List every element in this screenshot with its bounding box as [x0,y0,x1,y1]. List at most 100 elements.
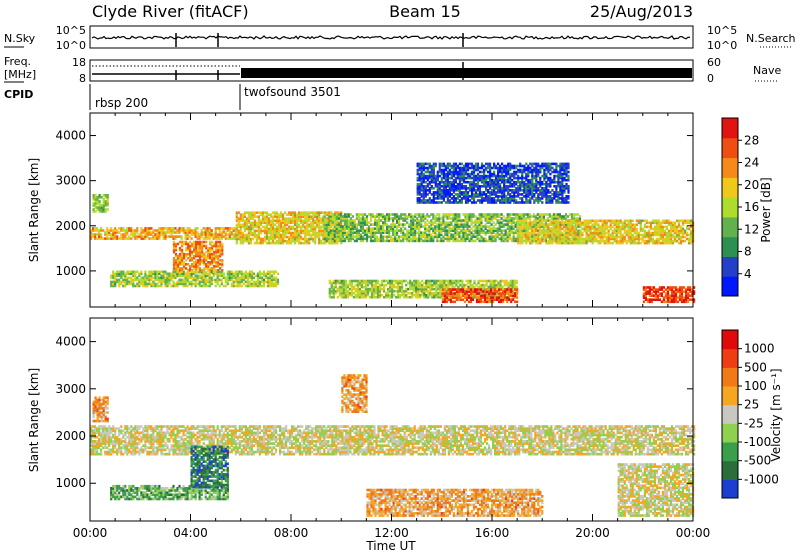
cell-0-4300 [397,295,400,299]
cell-0-3139 [605,225,608,229]
cell-0-2767 [527,233,530,237]
cell-0-880 [273,233,277,237]
cell-0-1368 [331,235,334,239]
cell-0-593 [215,250,218,254]
cell-0-883 [273,227,277,231]
cell-0-4651 [493,281,496,285]
cell-0-1024 [296,237,299,241]
cell-0-3881 [218,270,221,274]
cell-0-3809 [194,276,197,280]
cell-0-3602 [128,276,131,280]
cell-0-2404 [520,215,523,218]
cell-0-1752 [402,237,405,241]
cell-0-3404 [661,229,664,233]
cell-0-4180 [360,281,363,285]
cell-0-723 [247,215,250,218]
cell-0-3521 [688,221,691,225]
cell-0-3452 [671,233,675,237]
cell-0-1771 [406,239,409,243]
cell-0-2118 [468,237,471,241]
cell-0-2116 [466,213,469,216]
cell-0-937 [282,231,285,235]
cell-0-2884 [553,221,556,225]
cell-0-4306 [397,283,400,287]
cell-0-4806 [469,294,473,297]
cell-0-2216 [486,219,489,222]
cell-0-4930 [644,296,647,299]
cell-0-2062 [458,235,461,239]
cell-0-1474 [349,229,352,232]
cell-0-100 [134,235,137,238]
cell-0-4004 [258,270,261,274]
cell-0-2881 [553,233,556,237]
cell-0-3897 [226,280,229,284]
cell-0-280 [214,235,217,238]
cell-0-3409 [663,241,667,245]
cell-0-3427 [665,219,669,223]
cell-0-4918 [516,300,519,304]
cell-0-719 [247,225,250,229]
cell-0-63 [118,237,121,240]
cell-0-3910 [230,278,233,282]
cell-0-4166 [358,295,361,299]
cell-0-2064 [458,231,461,234]
cell-0-3285 [635,231,638,235]
cell-0-1259 [332,241,335,245]
cell-0-200 [178,235,181,238]
cell-0-4649 [493,285,496,289]
cell-0-2946 [567,231,570,235]
cell-0-4413 [427,281,430,285]
cell-0-1672 [386,223,389,226]
cell-0-2047 [454,213,457,216]
cell-0-4190 [364,293,368,297]
cell-0-3664 [148,272,151,276]
cell-0-147 [154,233,157,236]
cell-0-562 [211,269,214,272]
cell-0-1077 [304,237,307,241]
cell-0-4326 [403,291,406,295]
cell-0-3307 [641,239,644,243]
cell-0-2133 [470,223,473,226]
cell-0-3109 [599,225,602,229]
cell-0-1579 [369,235,373,239]
cell-0-551 [209,263,212,266]
cell-0-3889 [222,276,225,280]
cell-0-956 [284,217,287,220]
cell-0-1723 [396,231,399,234]
cell-0-1164 [316,217,319,220]
cell-0-2414 [522,217,525,220]
cell-0-4467 [441,283,444,287]
cell-0-4068 [330,289,333,293]
cell-0-3833 [202,274,205,278]
cell-0-1732 [398,239,401,243]
cell-0-4837 [484,300,487,304]
cell-0-3336 [647,231,650,235]
cell-0-4934 [644,288,647,291]
cell-0-3311 [641,229,644,233]
cell-0-1139 [312,217,315,220]
cell-0-4751 [449,300,452,304]
cell-0-28 [102,237,105,240]
cell-0-1525 [359,237,362,241]
cell-0-2350 [512,235,515,239]
cell-0-4260 [383,279,386,283]
cell-0-785 [257,217,260,220]
cell-0-3738 [172,282,175,286]
cell-0-4953 [650,286,653,289]
cell-0-999 [292,231,295,235]
cell-0-2862 [549,237,552,241]
cell-0-2711 [576,213,580,216]
cell-0-4612 [483,287,486,291]
cell-0-3156 [609,227,612,231]
cell-0-4800 [467,294,471,297]
cell-0-2845 [545,233,548,237]
cell-0-3084 [595,233,598,237]
cell-0-3070 [591,219,594,223]
cell-0-38 [106,227,109,230]
cell-0-2971 [571,223,574,227]
cell-0-3391 [659,233,662,237]
cell-0-2905 [557,223,560,227]
cell-0-3380 [657,233,660,237]
cell-0-145 [154,237,157,240]
cell-0-4832 [479,288,483,291]
